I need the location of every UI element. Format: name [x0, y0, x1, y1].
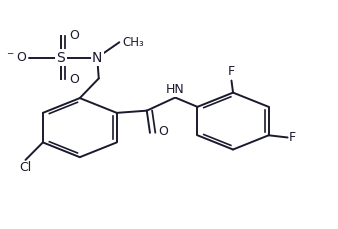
Text: CH₃: CH₃	[122, 36, 144, 49]
Text: F: F	[289, 131, 296, 144]
Text: Cl: Cl	[19, 161, 32, 174]
Text: N: N	[92, 51, 102, 65]
Text: O: O	[69, 29, 79, 42]
Text: F: F	[228, 65, 235, 78]
Text: $^-$O: $^-$O	[5, 51, 28, 64]
Text: HN: HN	[166, 83, 185, 96]
Text: O: O	[69, 73, 79, 86]
Text: S: S	[56, 51, 65, 65]
Text: O: O	[158, 125, 168, 138]
